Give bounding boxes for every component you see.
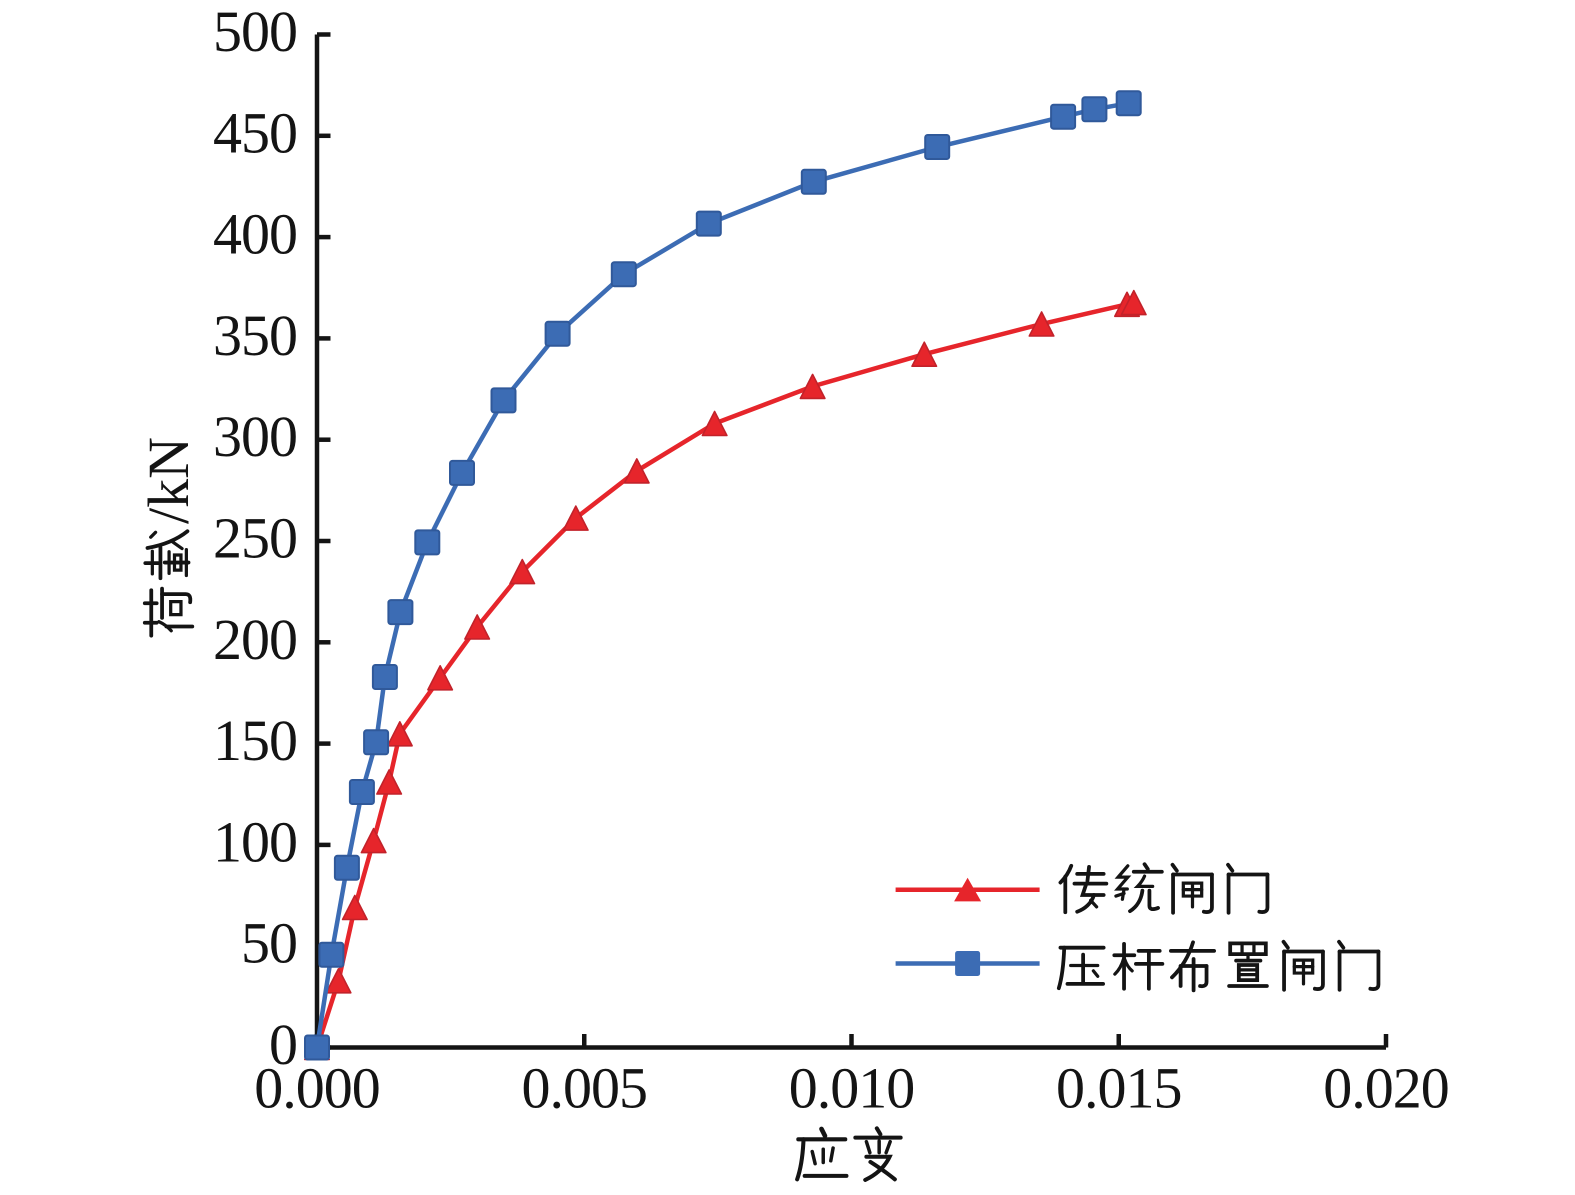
svg-text:100: 100	[213, 809, 297, 874]
svg-text:200: 200	[213, 607, 297, 672]
svg-text:0.020: 0.020	[1323, 1056, 1449, 1121]
svg-text:500: 500	[213, 0, 297, 64]
svg-text:350: 350	[213, 303, 297, 368]
svg-text:0: 0	[269, 1012, 297, 1077]
svg-text:0.005: 0.005	[521, 1056, 647, 1121]
svg-text:450: 450	[213, 100, 297, 165]
svg-text:300: 300	[213, 404, 297, 469]
svg-text:0.000: 0.000	[254, 1056, 380, 1121]
svg-text:400: 400	[213, 202, 297, 267]
svg-text:250: 250	[213, 506, 297, 571]
svg-text:150: 150	[213, 708, 297, 773]
svg-text:0.010: 0.010	[789, 1056, 915, 1121]
svg-text:/kN: /kN	[136, 437, 201, 524]
svg-text:0.015: 0.015	[1056, 1056, 1182, 1121]
svg-text:50: 50	[241, 911, 297, 976]
